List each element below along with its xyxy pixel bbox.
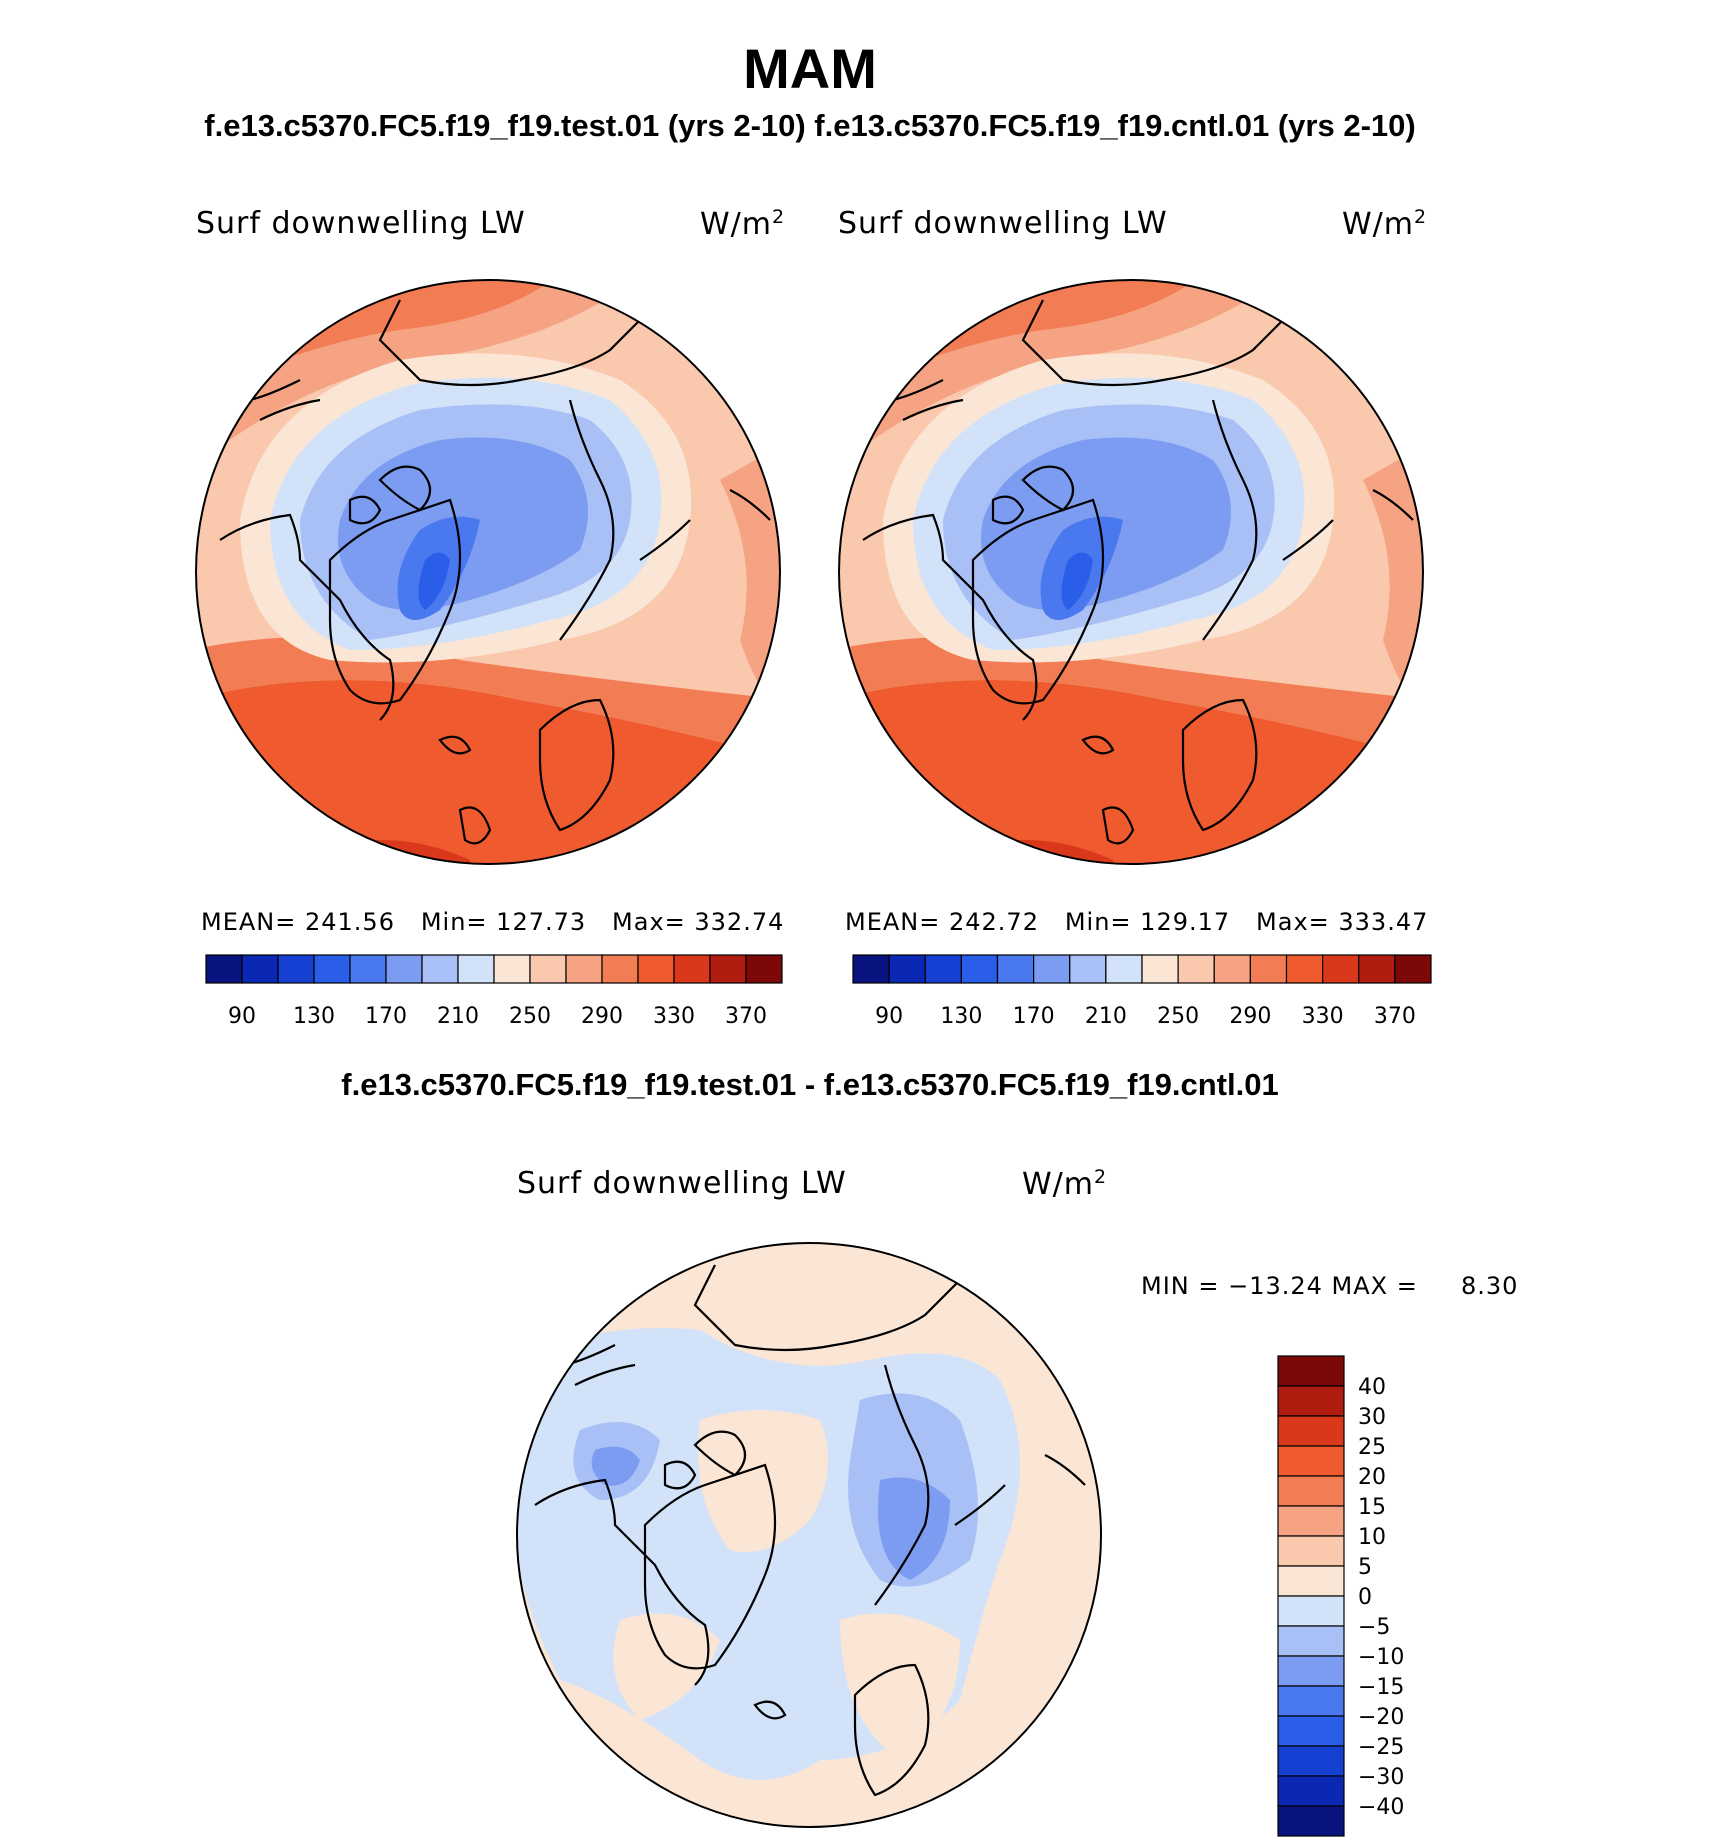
panel1-variable-label: Surf downwelling LW [196,206,526,241]
colorbar-test-swatch [673,954,711,984]
colorbar-difference-tick-label: −5 [1358,1615,1390,1640]
colorbar-control-tick-label: 330 [1302,1004,1344,1029]
panel2-units-sup: 2 [1414,206,1428,228]
colorbar-test-tick-label: 330 [653,1004,695,1029]
colorbar-difference-tick-label: −25 [1358,1735,1404,1760]
colorbar-difference-tick-label: 5 [1358,1555,1372,1580]
diff-title: f.e13.c5370.FC5.f19_f19.test.01 - f.e13.… [341,1067,1279,1102]
colorbar-control-swatch [924,954,962,984]
colorbar-test-swatch [529,954,567,984]
panel2-units: W/m [1342,207,1414,242]
colorbar-test-tick-label: 290 [581,1004,623,1029]
season-title: MAM [743,37,877,100]
panel2-stats: MEAN= 242.72 Min= 129.17 Max= 333.47 [845,908,1429,936]
colorbar-difference-swatch [1277,1445,1345,1477]
colorbar-test-swatch [457,954,495,984]
colorbar-difference-tick-label: −10 [1358,1645,1404,1670]
colorbar-difference-tick-label: 20 [1358,1465,1386,1490]
colorbar-control-swatch [1177,954,1215,984]
colorbar-control-swatch [1358,954,1396,984]
colorbar-control-tick-label: 170 [1013,1004,1055,1029]
colorbar-control-tick-label: 370 [1374,1004,1416,1029]
colorbar-difference-tick-label: 0 [1358,1585,1372,1610]
diff-coastlines [534,1264,1086,1797]
panel2-variable-label: Surf downwelling LW [838,206,1168,241]
colorbar-control-tick-label: 90 [875,1004,903,1029]
colorbar-test-swatch [421,954,459,984]
colorbar-test-swatch [493,954,531,984]
diff-units-sup: 2 [1094,1166,1108,1188]
colorbar-difference-swatch [1277,1595,1345,1627]
colorbar-difference-swatch [1277,1625,1345,1657]
colorbar-control-swatch [1285,954,1324,984]
colorbar-test-swatch [205,954,243,984]
colorbar-control-swatch [852,954,890,984]
panel1-units-label: W/m2 [700,206,785,242]
colorbar-test-tick-label: 250 [509,1004,551,1029]
colorbar-difference-tick-label: −15 [1358,1675,1404,1700]
colorbar-difference-tick-label: 25 [1358,1435,1386,1460]
colorbar-difference-swatch [1277,1385,1345,1417]
cases-title: f.e13.c5370.FC5.f19_f19.test.01 (yrs 2-1… [204,108,1416,143]
colorbar-test-tick-label: 170 [365,1004,407,1029]
colorbar-test-swatch [313,954,351,984]
colorbar-difference-swatch [1277,1775,1345,1807]
colorbar-difference-swatch [1277,1415,1345,1447]
colorbar-difference-tick-label: 40 [1358,1375,1386,1400]
panel2-units-label: W/m2 [1342,206,1427,242]
colorbar-test-swatch [709,954,747,984]
colorbar-difference-swatch [1277,1655,1345,1687]
colorbar-difference-tick-label: 10 [1358,1525,1386,1550]
colorbar-difference-swatch [1277,1745,1345,1777]
diff-variable-label: Surf downwelling LW [517,1166,847,1201]
colorbar-difference-tick-label: 15 [1358,1495,1386,1520]
colorbar-test-tick-label: 130 [293,1004,335,1029]
colorbar-difference-swatch [1277,1805,1345,1837]
colorbar-control-tick-label: 290 [1229,1004,1271,1029]
colorbar-control-swatch [1394,954,1432,984]
colorbar-control-swatch [1322,954,1360,984]
colorbar-difference-tick-label: 30 [1358,1405,1386,1430]
colorbar-control-swatch [996,954,1035,984]
colorbar-test-swatch [745,954,783,984]
colorbar-control-tick-label: 130 [940,1004,982,1029]
panel1-units-sup: 2 [772,206,786,228]
colorbar-difference-swatch [1277,1505,1345,1537]
colorbar-test-swatch [637,954,675,984]
panel1-units: W/m [700,207,772,242]
colorbar-test-swatch [601,954,639,984]
colorbar-test-swatch [385,954,423,984]
diff-units: W/m [1022,1167,1094,1202]
panel1-coastlines [219,299,771,845]
colorbar-test-tick-label: 210 [437,1004,479,1029]
colorbar-difference-tick-label: −40 [1358,1795,1404,1820]
colorbar-difference-swatch [1277,1535,1345,1567]
colorbar-control-swatch [888,954,926,984]
colorbar-control-tick-label: 250 [1157,1004,1199,1029]
panel2-coastlines [862,299,1414,845]
diff-stats: MIN = −13.24 MAX = 8.30 [1141,1272,1519,1300]
colorbar-test-tick-label: 90 [228,1004,256,1029]
colorbar-difference-swatch [1277,1685,1345,1717]
colorbar-difference-swatch [1277,1565,1345,1597]
colorbar-difference-tick-label: −30 [1358,1765,1404,1790]
colorbar-difference-swatch [1277,1475,1345,1507]
colorbar-control-swatch [1213,954,1251,984]
colorbar-difference-swatch [1277,1715,1345,1747]
colorbar-difference-swatch [1277,1355,1345,1387]
panel1-stats: MEAN= 241.56 Min= 127.73 Max= 332.74 [201,908,785,936]
colorbar-control-swatch [1069,954,1107,984]
colorbar-control-tick-label: 210 [1085,1004,1127,1029]
diff-units-label: W/m2 [1022,1166,1107,1202]
colorbar-test-swatch [349,954,387,984]
colorbar-test-tick-label: 370 [725,1004,767,1029]
colorbar-difference-tick-label: −20 [1358,1705,1404,1730]
